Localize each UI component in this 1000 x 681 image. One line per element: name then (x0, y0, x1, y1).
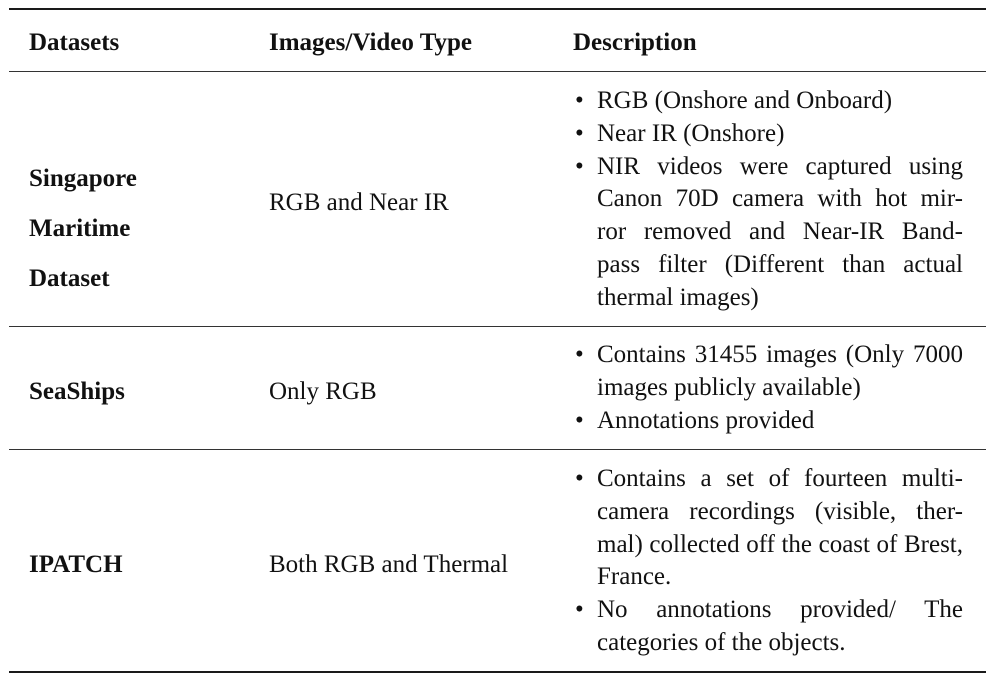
description-item: RGB (Onshore and Onboard) (571, 85, 963, 118)
top-rule (9, 8, 986, 10)
bottom-rule (9, 671, 986, 673)
dataset-type: Both RGB and Thermal (269, 551, 509, 578)
description-item: NIR videos were captured using Canon 70D… (571, 151, 963, 315)
row-divider-2 (9, 449, 986, 450)
dataset-description: RGB (Onshore and Onboard) Near IR (Onsho… (571, 85, 963, 315)
description-item: Contains a set of fourteen multi- camera… (571, 463, 963, 594)
dataset-name-singapore: Singapore Maritime Dataset (29, 154, 137, 304)
description-item: Contains 31455 images (Only 7000 images … (571, 339, 963, 405)
dataset-description: Contains a set of fourteen multi- camera… (571, 463, 963, 660)
header-type: Images/Video Type (269, 29, 473, 56)
description-item: No annotations provided/ The categories … (571, 594, 963, 660)
dataset-name-line: Dataset (29, 265, 110, 292)
dataset-name-seaships: SeaShips (29, 378, 125, 405)
description-item: Near IR (Onshore) (571, 118, 963, 151)
dataset-name-ipatch: IPATCH (29, 551, 123, 578)
dataset-name-line: Singapore (29, 165, 137, 192)
header-description: Description (573, 29, 697, 56)
header-datasets: Datasets (29, 29, 120, 56)
row-divider-1 (9, 326, 986, 327)
dataset-description: Contains 31455 images (Only 7000 images … (571, 339, 963, 437)
dataset-type: Only RGB (269, 378, 377, 405)
description-item: Annotations provided (571, 405, 963, 438)
dataset-type: RGB and Near IR (269, 189, 449, 216)
header-rule (9, 71, 986, 72)
dataset-name-line: Maritime (29, 215, 131, 242)
